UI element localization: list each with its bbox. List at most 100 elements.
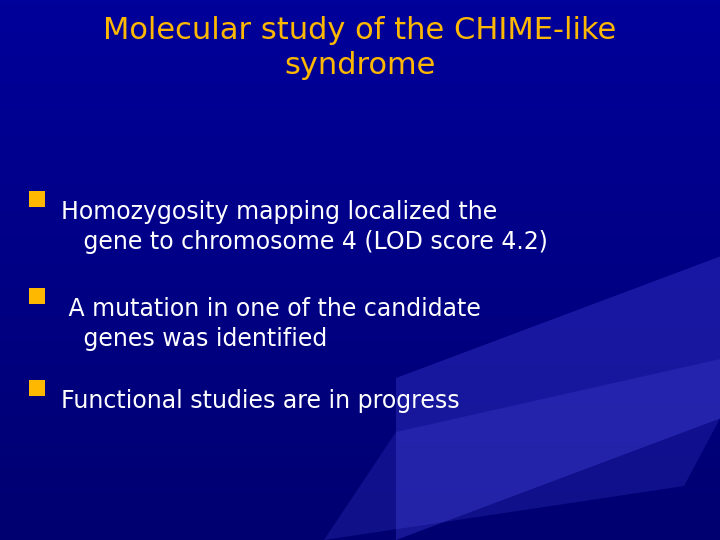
Bar (0, 49, 720, 50)
Bar (0, 123, 720, 124)
Bar (0, 157, 720, 158)
Bar (0, 29, 720, 31)
Bar (0, 452, 720, 454)
Bar (0, 2, 720, 4)
Bar (0, 204, 720, 205)
Bar (0, 501, 720, 502)
Bar (29, 288, 45, 304)
Bar (0, 486, 720, 488)
Bar (0, 428, 720, 430)
Bar (0, 353, 720, 355)
Bar (0, 23, 720, 25)
Bar (0, 42, 720, 43)
Bar (0, 385, 720, 387)
Bar (0, 36, 720, 38)
Polygon shape (324, 351, 720, 540)
Bar (0, 466, 720, 468)
Bar (0, 56, 720, 58)
Bar (0, 88, 720, 90)
Bar (0, 371, 720, 373)
Bar (0, 63, 720, 65)
Bar (0, 126, 720, 128)
Bar (0, 61, 720, 63)
Bar (0, 401, 720, 403)
Bar (0, 389, 720, 390)
Bar (0, 421, 720, 423)
Bar (0, 531, 720, 533)
Bar (0, 498, 720, 501)
Bar (0, 106, 720, 108)
Bar (0, 47, 720, 49)
Bar (0, 196, 720, 198)
Bar (0, 66, 720, 69)
Bar (0, 265, 720, 266)
Bar (0, 430, 720, 432)
Bar (0, 309, 720, 312)
Bar (0, 45, 720, 47)
Bar (0, 221, 720, 223)
Bar (0, 502, 720, 504)
Bar (0, 380, 720, 382)
Bar (0, 292, 720, 293)
Bar (0, 18, 720, 20)
Bar (0, 342, 720, 344)
Bar (0, 439, 720, 441)
Bar (0, 201, 720, 204)
Bar (0, 220, 720, 221)
Bar (0, 398, 720, 400)
Bar (0, 32, 720, 34)
Bar (0, 405, 720, 407)
Bar (0, 9, 720, 11)
Bar (0, 4, 720, 5)
Bar (0, 247, 720, 248)
Bar (0, 0, 720, 2)
Bar (0, 259, 720, 261)
Bar (0, 382, 720, 383)
Bar (0, 463, 720, 464)
Bar (0, 178, 720, 180)
Bar (0, 103, 720, 104)
Bar (0, 511, 720, 513)
Bar (0, 396, 720, 398)
Bar (0, 299, 720, 301)
Bar (0, 427, 720, 428)
Bar (0, 252, 720, 254)
Bar (0, 31, 720, 32)
Bar (0, 16, 720, 18)
Bar (0, 216, 720, 218)
Bar (0, 374, 720, 376)
Bar (0, 135, 720, 137)
Bar (0, 101, 720, 103)
Bar (0, 76, 720, 77)
Bar (0, 331, 720, 333)
Bar (0, 38, 720, 39)
Bar (0, 344, 720, 346)
Bar (0, 20, 720, 22)
Text: Molecular study of the CHIME-like
syndrome: Molecular study of the CHIME-like syndro… (104, 16, 616, 80)
Bar (0, 69, 720, 70)
Bar (0, 293, 720, 295)
Bar (0, 335, 720, 336)
Bar (0, 268, 720, 270)
Bar (0, 322, 720, 324)
Bar (0, 227, 720, 228)
Bar (0, 346, 720, 347)
Bar (0, 515, 720, 517)
Bar (0, 297, 720, 299)
Bar (0, 182, 720, 184)
Bar (0, 142, 720, 144)
Bar (0, 369, 720, 371)
Bar (0, 347, 720, 349)
Bar (0, 81, 720, 83)
Bar (0, 538, 720, 540)
Bar (0, 119, 720, 120)
Bar (0, 97, 720, 99)
Bar (0, 329, 720, 331)
Bar (0, 414, 720, 416)
Bar (0, 43, 720, 45)
Bar (0, 383, 720, 385)
Bar (0, 191, 720, 193)
Bar (0, 286, 720, 288)
Bar (0, 22, 720, 23)
Bar (0, 272, 720, 274)
